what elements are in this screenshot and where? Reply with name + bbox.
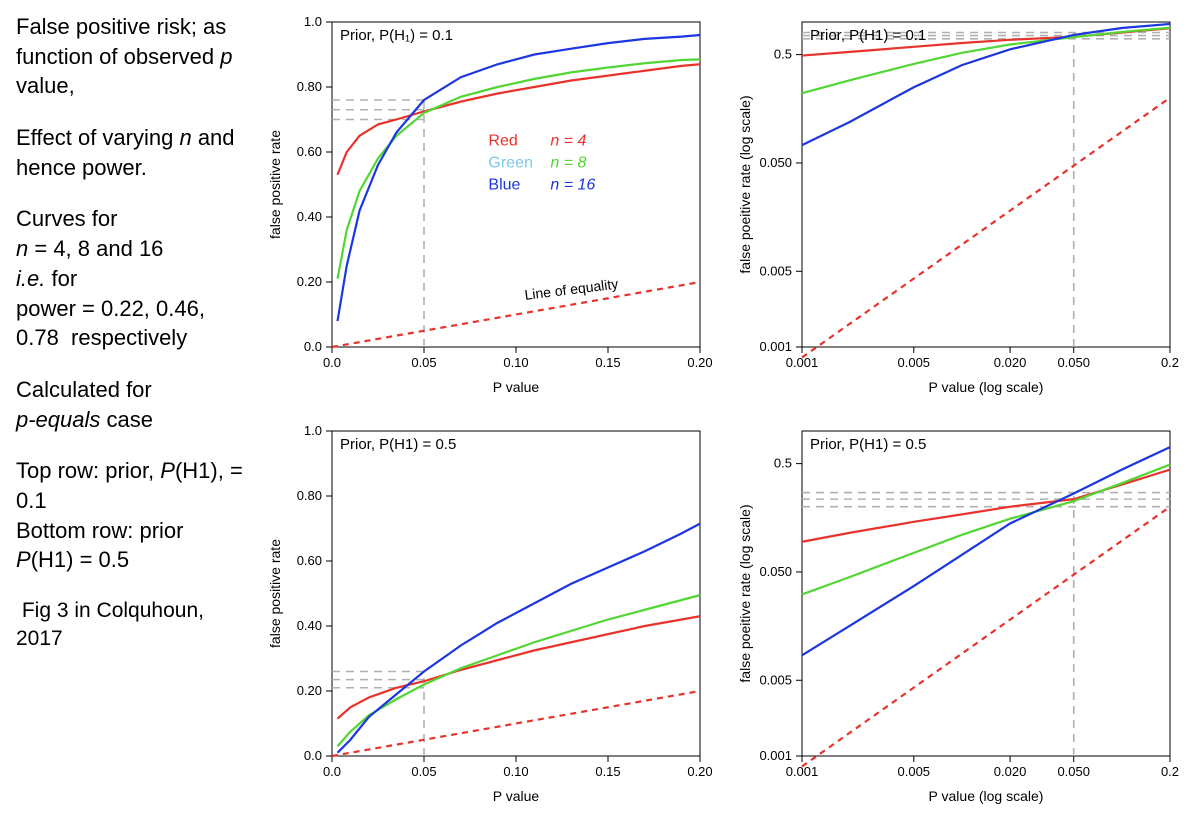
svg-text:P value (log scale): P value (log scale) [929, 788, 1044, 804]
svg-text:1.0: 1.0 [304, 14, 322, 29]
svg-text:P value: P value [493, 788, 540, 804]
svg-text:0.05: 0.05 [411, 355, 436, 370]
svg-text:false poeitive rate (log scale: false poeitive rate (log scale) [737, 504, 753, 682]
svg-text:0.2: 0.2 [1161, 764, 1179, 779]
chart-top-left: 0.0 0.05 0.10 0.15 0.20 0.0 0.20 0.40 0.60 0.80 1.… [262, 12, 712, 417]
svg-text:0.005: 0.005 [759, 263, 792, 278]
svg-text:Red: Red [488, 133, 517, 150]
svg-text:0.05: 0.05 [411, 764, 436, 779]
svg-text:false positive rate: false positive rate [267, 130, 283, 239]
svg-text:0.20: 0.20 [687, 764, 712, 779]
chart-bottom-left: 0.0 0.05 0.10 0.15 0.20 0.0 0.20 0.40 0.60 0.80 1.… [262, 421, 712, 826]
chart-bottom-right: 0.0010.0050.0200.0500.20.0010.0050.0500.… [732, 421, 1182, 826]
svg-text:Green: Green [488, 155, 532, 172]
svg-text:0.005: 0.005 [759, 672, 792, 687]
svg-text:0.5: 0.5 [774, 456, 792, 471]
svg-text:Prior, P(H1) = 0.5: Prior, P(H1) = 0.5 [810, 436, 926, 453]
svg-text:false poeitive rate (log scale: false poeitive rate (log scale) [737, 95, 753, 273]
svg-text:Prior, P(H1) = 0.5: Prior, P(H1) = 0.5 [340, 436, 456, 453]
svg-text:0.5: 0.5 [774, 47, 792, 62]
svg-text:0.050: 0.050 [1057, 764, 1090, 779]
svg-text:0.80: 0.80 [297, 488, 322, 503]
svg-text:P value (log scale): P value (log scale) [929, 379, 1044, 395]
svg-text:0.10: 0.10 [503, 764, 528, 779]
figure-citation: Fig 3 in Colquhoun, 2017 [16, 597, 246, 654]
svg-text:0.0: 0.0 [304, 748, 322, 763]
svg-text:0.15: 0.15 [595, 355, 620, 370]
svg-text:0.10: 0.10 [503, 355, 528, 370]
chart-top-right: 0.0010.0050.0200.0500.20.0010.0050.0500.… [732, 12, 1182, 417]
svg-text:0.20: 0.20 [687, 355, 712, 370]
svg-text:0.20: 0.20 [297, 274, 322, 289]
svg-text:0.15: 0.15 [595, 764, 620, 779]
svg-text:false positive rate: false positive rate [267, 539, 283, 648]
svg-text:0.80: 0.80 [297, 79, 322, 94]
svg-text:n = 8: n = 8 [550, 155, 586, 172]
svg-text:0.40: 0.40 [297, 209, 322, 224]
svg-text:n = 16: n = 16 [550, 177, 595, 194]
svg-text:0.020: 0.020 [994, 764, 1027, 779]
svg-text:0.001: 0.001 [759, 339, 792, 354]
svg-text:0.0: 0.0 [304, 339, 322, 354]
svg-text:0.60: 0.60 [297, 144, 322, 159]
svg-text:0.005: 0.005 [898, 355, 931, 370]
charts-grid: 0.0 0.05 0.10 0.15 0.20 0.0 0.20 0.40 0.60 0.80 1.… [254, 0, 1200, 834]
desc-para-2: Effect of varying n and hence power. [16, 123, 246, 182]
desc-para-1: False positive risk; as function of obse… [16, 12, 246, 101]
desc-para-3: Curves forn = 4, 8 and 16i.e. forpower =… [16, 204, 246, 352]
svg-text:Prior, P(H₁) = 0.1: Prior, P(H₁) = 0.1 [340, 27, 453, 44]
svg-text:0.20: 0.20 [297, 683, 322, 698]
svg-text:0.0: 0.0 [323, 764, 341, 779]
svg-text:0.050: 0.050 [1057, 355, 1090, 370]
description-panel: False positive risk; as function of obse… [0, 0, 254, 834]
svg-text:Prior, P(H1) = 0.1: Prior, P(H1) = 0.1 [810, 27, 926, 44]
svg-text:n = 4: n = 4 [550, 133, 586, 150]
svg-text:0.40: 0.40 [297, 618, 322, 633]
svg-text:0.0: 0.0 [323, 355, 341, 370]
svg-text:0.60: 0.60 [297, 553, 322, 568]
svg-text:P value: P value [493, 379, 540, 395]
desc-para-5: Top row: prior, P(H1), = 0.1Bottom row: … [16, 456, 246, 575]
svg-text:0.005: 0.005 [898, 764, 931, 779]
svg-text:0.050: 0.050 [759, 564, 792, 579]
svg-text:Blue: Blue [488, 177, 520, 194]
desc-para-4: Calculated forp-equals case [16, 375, 246, 434]
svg-text:1.0: 1.0 [304, 423, 322, 438]
svg-text:0.050: 0.050 [759, 155, 792, 170]
svg-text:0.020: 0.020 [994, 355, 1027, 370]
svg-text:0.001: 0.001 [759, 748, 792, 763]
svg-text:0.2: 0.2 [1161, 355, 1179, 370]
